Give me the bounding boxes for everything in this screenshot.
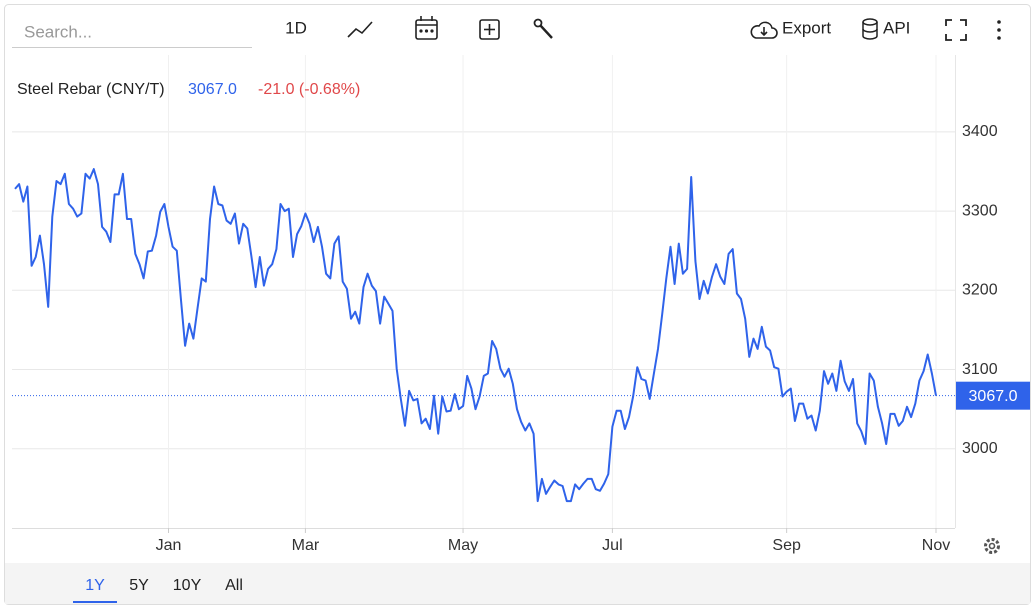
- add-indicator-icon[interactable]: [479, 19, 500, 40]
- range-active-underline: [73, 601, 117, 603]
- range-button[interactable]: 5Y: [129, 577, 149, 594]
- range-bar: [5, 563, 1030, 604]
- api-button[interactable]: API: [883, 18, 910, 37]
- frame: [4, 4, 1031, 605]
- legend-name: Steel Rebar (CNY/T): [17, 81, 165, 98]
- x-tick-label: Nov: [922, 537, 950, 554]
- settings-icon[interactable]: [984, 538, 1000, 554]
- export-icon[interactable]: [750, 21, 778, 39]
- price-line: [14, 168, 937, 503]
- menu-icon[interactable]: [997, 20, 1001, 40]
- last-price-label: 3067.0: [969, 388, 1018, 405]
- calendar-icon[interactable]: [415, 16, 438, 40]
- y-tick-label: 3000: [962, 440, 998, 457]
- x-tick-label: May: [448, 537, 478, 554]
- range-buttons: 1Y 5Y 10Y All: [73, 577, 243, 603]
- tools-icon[interactable]: [533, 18, 553, 39]
- y-tick-label: 3200: [962, 282, 998, 299]
- range-button[interactable]: 1Y: [85, 577, 105, 594]
- y-tick-label: 3100: [962, 361, 998, 378]
- last-price-badge: [956, 381, 1030, 410]
- x-tick-label: Mar: [292, 537, 320, 554]
- fullscreen-icon[interactable]: [945, 19, 967, 41]
- range-button[interactable]: 10Y: [173, 577, 202, 594]
- y-tick-label: 3400: [962, 123, 998, 140]
- legend-value: 3067.0: [188, 81, 237, 98]
- api-icon[interactable]: [862, 18, 878, 40]
- chart-type-icon[interactable]: [347, 21, 373, 38]
- x-tick-label: Jul: [602, 537, 622, 554]
- y-tick-label: 3300: [962, 202, 998, 219]
- x-tick-label: Sep: [772, 537, 801, 554]
- x-tick-label: Jan: [156, 537, 182, 554]
- interval-button[interactable]: 1D: [285, 18, 307, 37]
- search-input[interactable]: Search...: [24, 22, 92, 41]
- export-button[interactable]: Export: [782, 18, 831, 37]
- range-button[interactable]: All: [225, 577, 243, 594]
- legend-change: -21.0 (-0.68%): [258, 81, 360, 98]
